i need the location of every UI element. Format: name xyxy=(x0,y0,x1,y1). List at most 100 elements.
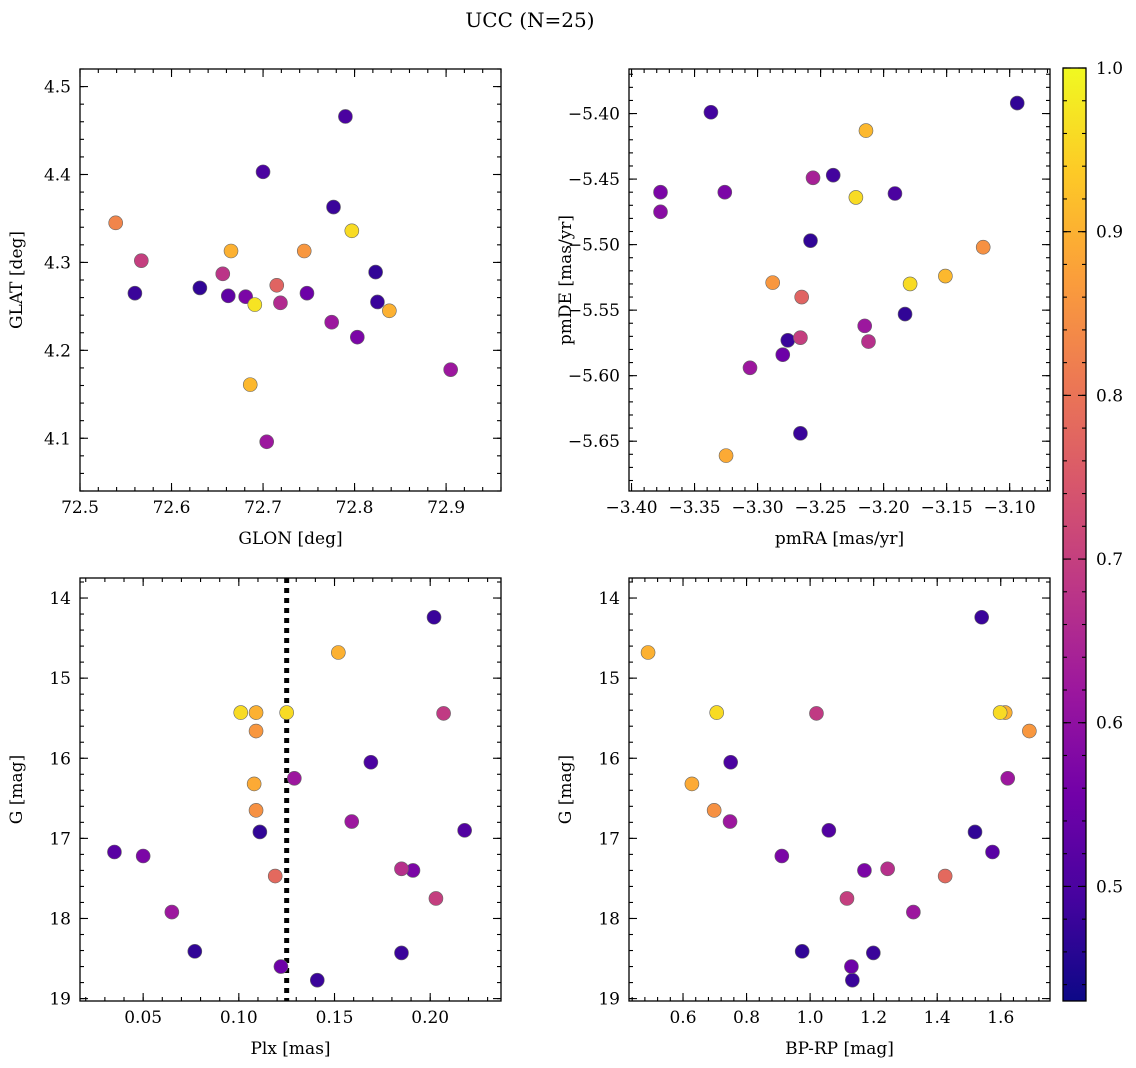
data-point xyxy=(845,972,860,988)
data-point xyxy=(880,861,895,877)
data-point xyxy=(718,448,734,463)
y-tick-label: 15 xyxy=(598,669,620,689)
data-point xyxy=(857,318,873,334)
data-point xyxy=(821,823,837,838)
y-tick-label: 18 xyxy=(598,909,620,929)
data-point xyxy=(326,199,341,215)
data-point xyxy=(640,645,656,660)
data-point xyxy=(436,706,451,721)
data-point xyxy=(709,705,724,720)
data-point xyxy=(723,754,738,770)
data-point xyxy=(780,332,796,348)
data-point xyxy=(255,164,271,180)
x-tick-label: 0.20 xyxy=(411,1008,449,1028)
data-point xyxy=(992,705,1008,720)
plot-area xyxy=(107,578,472,1001)
data-point xyxy=(187,944,203,959)
x-axis-label: pmRA [mas/yr] xyxy=(775,529,904,549)
data-point xyxy=(108,215,123,231)
x-tick-label: 1.0 xyxy=(797,1008,824,1028)
data-point xyxy=(344,223,360,239)
x-tick-label: −3.30 xyxy=(732,498,784,518)
x-tick-label: −3.10 xyxy=(984,498,1036,518)
data-point xyxy=(269,277,285,293)
axes-frame xyxy=(628,577,1051,1002)
y-tick-label: 4.3 xyxy=(44,253,71,273)
data-point xyxy=(1000,770,1016,786)
colorbar-frame xyxy=(1062,67,1087,1002)
axes-frame xyxy=(628,68,1051,492)
axes-frame xyxy=(79,68,502,492)
data-point xyxy=(267,868,283,884)
data-point xyxy=(774,848,790,864)
data-point xyxy=(839,891,855,906)
y-tick-label: 16 xyxy=(49,749,71,769)
data-point xyxy=(135,848,151,864)
ticks xyxy=(79,68,502,492)
data-point xyxy=(703,104,719,120)
data-point xyxy=(363,754,379,770)
data-point xyxy=(220,288,236,304)
colorbar-tick-label: 0.6 xyxy=(1096,714,1123,734)
data-point xyxy=(887,186,903,201)
colorbar-tick-label: 0.8 xyxy=(1096,386,1123,406)
x-tick-label: 1.2 xyxy=(860,1008,887,1028)
data-point xyxy=(706,803,722,818)
data-point xyxy=(246,776,262,792)
plot-area xyxy=(108,109,458,450)
data-point xyxy=(428,891,444,906)
data-point xyxy=(299,285,315,301)
y-tick-label: 15 xyxy=(49,669,71,689)
y-tick-label: 16 xyxy=(598,749,620,769)
y-axis-label: GLAT [deg] xyxy=(7,231,27,329)
data-point xyxy=(897,306,913,322)
data-point xyxy=(394,945,409,961)
y-tick-label: −5.60 xyxy=(568,367,620,387)
colorbar-tick-label: 0.5 xyxy=(1096,877,1123,897)
data-point xyxy=(296,243,312,259)
data-point xyxy=(273,295,288,311)
panel-pmra-pmde: −3.40 −3.35 −3.30 −3.25 −3.20 −3.15 −3.10 −5.65… xyxy=(556,68,1051,549)
data-point xyxy=(368,264,383,280)
data-point xyxy=(902,276,918,292)
colorbar-tick-label: 0.9 xyxy=(1096,223,1123,243)
y-tick-label: 19 xyxy=(49,990,71,1010)
ticks xyxy=(629,578,1050,1001)
y-tick-label: 4.1 xyxy=(44,429,71,449)
x-tick-label: −3.25 xyxy=(795,498,847,518)
data-point xyxy=(848,190,864,205)
y-tick-label: −5.65 xyxy=(568,432,620,452)
data-point xyxy=(794,944,810,959)
data-point xyxy=(775,347,791,363)
data-point xyxy=(937,868,953,884)
data-point xyxy=(866,945,881,961)
data-point xyxy=(906,904,921,920)
x-tick-label: 72.5 xyxy=(61,498,99,518)
data-point xyxy=(1022,723,1037,739)
x-tick-label: 72.8 xyxy=(336,498,374,518)
data-point xyxy=(717,184,733,200)
y-tick-label: 4.2 xyxy=(44,341,71,361)
data-point xyxy=(247,297,263,312)
data-point xyxy=(861,334,876,349)
data-point xyxy=(273,959,289,974)
x-tick-label: 0.8 xyxy=(733,1008,760,1028)
plot-area xyxy=(653,95,1025,463)
x-tick-label: 1.6 xyxy=(987,1008,1014,1028)
data-point xyxy=(844,959,859,974)
y-tick-label: −5.50 xyxy=(568,236,620,256)
data-point xyxy=(248,723,264,739)
data-point xyxy=(127,285,143,301)
x-tick-label: 0.15 xyxy=(316,1008,354,1028)
data-point xyxy=(938,268,953,284)
x-tick-label: −3.40 xyxy=(605,498,657,518)
plot-area xyxy=(640,609,1037,988)
axes-frame xyxy=(79,577,502,1002)
data-point xyxy=(215,266,231,282)
panel-glon-glat: 72.5 72.6 72.7 72.8 72.9 4.1 4.2 4.3 4.4 4.5 GLON … xyxy=(7,68,502,549)
panel-bprp-g: 0.6 0.8 1.0 1.2 1.4 1.6 14 15 16 17 18 19 BP-RP [mag… xyxy=(556,577,1051,1059)
data-point xyxy=(742,360,758,376)
data-point xyxy=(857,863,872,878)
data-point xyxy=(793,426,808,441)
